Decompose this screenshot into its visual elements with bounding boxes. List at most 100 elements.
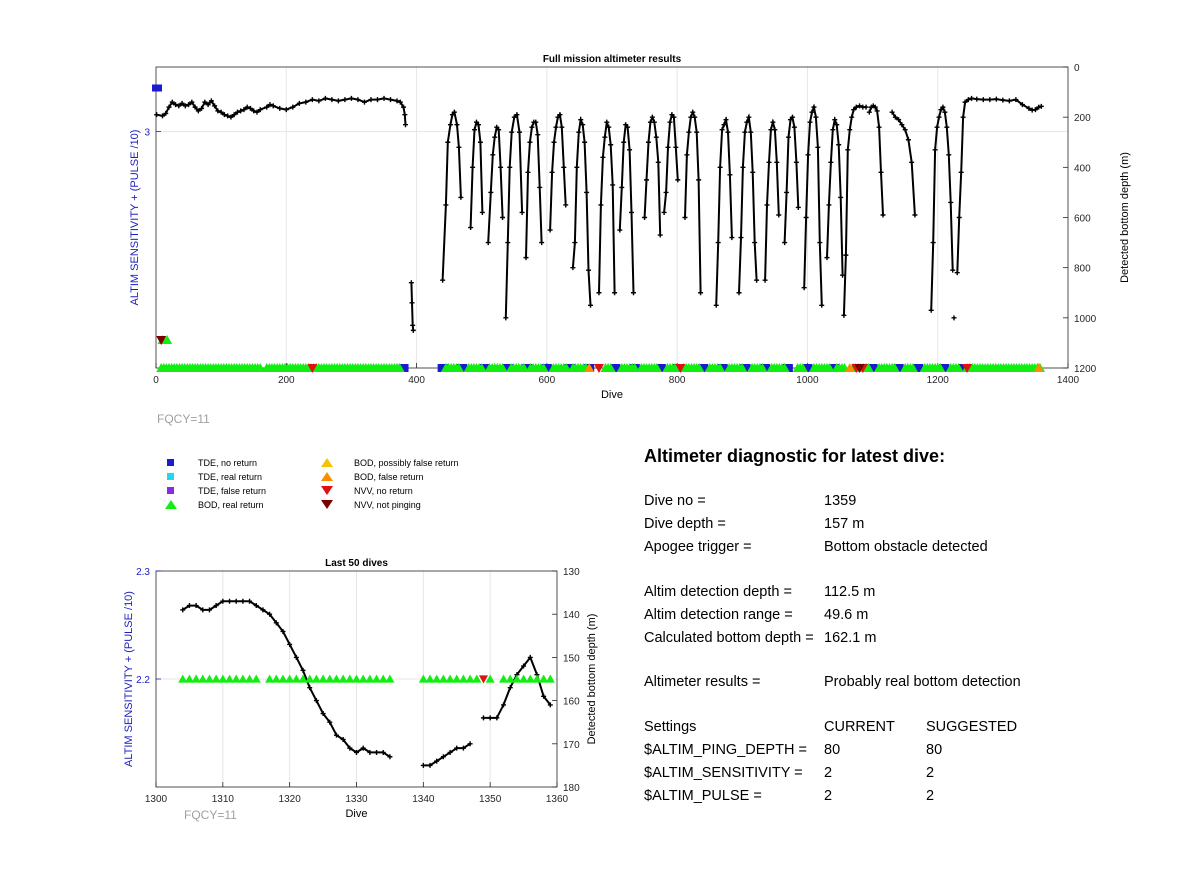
settings-row-current: 2 <box>824 765 833 781</box>
depth-point <box>1026 105 1032 111</box>
x-tick-label: 800 <box>669 375 686 386</box>
depth-point <box>671 114 677 120</box>
depth-point <box>519 209 525 215</box>
depth-line <box>783 114 800 243</box>
legend-label: BOD, real return <box>198 500 264 510</box>
depth-point <box>470 164 476 170</box>
depth-line <box>487 124 504 243</box>
marker-square <box>564 364 575 372</box>
depth-point <box>410 322 416 328</box>
depth-point <box>1013 97 1019 103</box>
depth-point <box>696 177 702 183</box>
marker-triangle <box>757 363 768 372</box>
legend-item: NVV, no return <box>320 486 413 496</box>
depth-point <box>690 109 696 115</box>
depth-line <box>930 105 954 311</box>
depth-line <box>842 104 867 316</box>
depth-point <box>642 215 648 220</box>
depth-point <box>772 127 778 133</box>
marker-triangle <box>651 363 662 372</box>
legend-item: NVV, not pinging <box>320 500 421 510</box>
depth-point <box>665 144 671 150</box>
marker-triangle <box>670 363 681 372</box>
depth-point <box>932 147 938 153</box>
depth-point <box>832 117 838 123</box>
marker-triangle <box>538 363 549 372</box>
depth-point <box>264 104 270 110</box>
depth-point <box>549 169 555 175</box>
depth-point <box>754 277 760 283</box>
marker-triangle <box>715 363 726 372</box>
depth-point <box>766 159 772 165</box>
x-tick-label: 1400 <box>1057 375 1080 386</box>
marker-triangle <box>418 674 428 683</box>
depth-point <box>948 199 954 205</box>
depth-point <box>784 189 790 195</box>
depth-point <box>402 122 408 128</box>
depth-point <box>1032 107 1038 113</box>
depth-point <box>663 189 669 195</box>
depth-point <box>240 598 246 604</box>
depth-point <box>227 598 233 604</box>
depth-point <box>580 122 586 128</box>
marker-square <box>802 364 813 372</box>
depth-point <box>434 758 440 764</box>
x-tick-label: 1330 <box>345 794 368 805</box>
marker-triangle <box>452 674 462 683</box>
depth-point <box>962 99 968 105</box>
depth-point <box>789 114 795 120</box>
depth-point <box>296 100 302 106</box>
marker-triangle <box>184 674 194 683</box>
depth-point <box>293 654 299 660</box>
depth-point <box>604 119 610 125</box>
depth-point <box>847 127 853 133</box>
x-tick-label: 1360 <box>546 794 569 805</box>
depth-point <box>160 113 166 119</box>
marker-square <box>913 364 924 372</box>
depth-point <box>586 267 592 273</box>
depth-point <box>723 117 729 123</box>
depth-point <box>523 255 529 261</box>
depth-point <box>253 603 259 609</box>
x-tick-label: 0 <box>153 375 159 386</box>
settings-row-label: $ALTIM_PULSE = <box>644 788 762 804</box>
settings-header-suggested: SUGGESTED <box>926 719 1018 735</box>
depth-point <box>348 95 354 101</box>
y-right-tick-label: 0 <box>1074 63 1080 74</box>
marker-triangle <box>512 674 522 683</box>
marker-triangle <box>225 674 235 683</box>
depth-point <box>1038 103 1044 109</box>
depth-point <box>692 114 698 120</box>
depth-point <box>653 134 659 140</box>
depth-point <box>946 152 952 158</box>
marker-triangle <box>291 674 301 683</box>
marker-triangle <box>797 363 808 372</box>
depth-point <box>477 139 483 145</box>
x-tick-label: 1300 <box>145 794 168 805</box>
depth-point <box>541 693 547 699</box>
y-right-tick-label: 800 <box>1074 264 1091 275</box>
depth-point <box>173 102 179 108</box>
depth-point <box>247 105 253 111</box>
marker-triangle <box>519 363 530 372</box>
depth-point <box>584 189 590 195</box>
depth-line <box>764 118 780 281</box>
depth-point <box>410 327 416 333</box>
depth-point <box>950 267 956 273</box>
depth-point <box>738 235 744 241</box>
depth-point <box>942 109 948 115</box>
marker-triangle <box>962 364 973 373</box>
marker-square <box>398 364 409 372</box>
series-bod-false-return <box>584 363 1044 372</box>
depth-point <box>729 235 735 241</box>
settings-row-suggested: 2 <box>926 765 935 781</box>
depth-point <box>830 127 836 133</box>
diag-row-label: Altim detection depth = <box>644 584 792 600</box>
depth-point <box>645 139 651 145</box>
depth-point <box>669 112 675 118</box>
marker-triangle <box>305 674 315 683</box>
depth-point <box>342 97 348 103</box>
depth-point <box>228 114 234 120</box>
depth-point <box>443 202 449 208</box>
y-right-axis-label: Detected bottom depth (m) <box>586 614 598 745</box>
